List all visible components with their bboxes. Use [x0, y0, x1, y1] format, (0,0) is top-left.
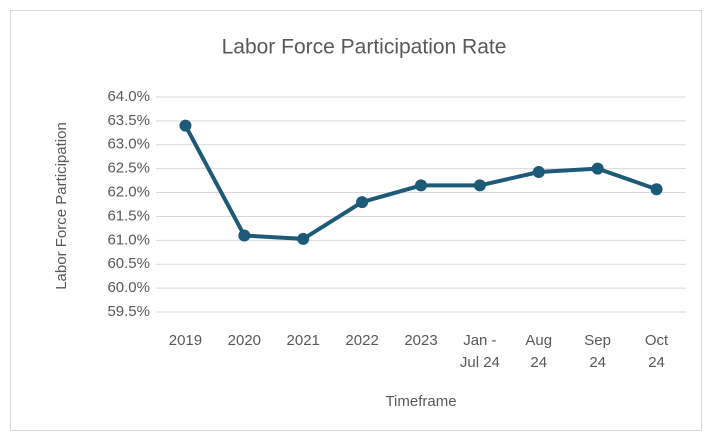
y-axis-title: Labor Force Participation — [53, 122, 70, 290]
x-tick-label: 2021 — [286, 332, 320, 349]
x-tick-label: 2023 — [404, 332, 438, 349]
y-tick-label: 64.0% — [107, 88, 150, 105]
y-tick-label: 60.5% — [107, 255, 150, 272]
data-point — [591, 162, 604, 175]
y-tick-label: 63.0% — [107, 136, 150, 153]
data-point — [297, 232, 310, 245]
data-point — [650, 183, 663, 196]
x-tick-label: 2022 — [345, 332, 379, 349]
y-tick-label: 62.5% — [107, 160, 150, 177]
y-tick-label: 61.5% — [107, 207, 150, 224]
x-tick-label: 2020 — [227, 332, 262, 349]
data-point — [415, 179, 427, 192]
x-tick-label: 2019 — [168, 332, 203, 349]
x-tick-label: Sep 24 — [584, 332, 611, 371]
data-point — [356, 196, 369, 209]
y-tick-label: 62.0% — [107, 184, 150, 201]
data-point — [179, 119, 192, 132]
data-point — [238, 229, 251, 242]
chart-title: Labor Force Participation Rate — [222, 36, 507, 59]
y-tick-label: 61.0% — [107, 231, 150, 248]
x-axis-title: Timeframe — [385, 393, 456, 410]
data-point — [473, 179, 486, 192]
x-tick-label: Oct 24 — [644, 332, 669, 371]
x-tick-label: Aug 24 — [525, 332, 553, 371]
y-tick-label: 59.5% — [107, 303, 150, 320]
y-tick-label: 63.5% — [107, 112, 150, 129]
data-point — [532, 166, 545, 179]
y-tick-label: 60.0% — [107, 279, 150, 296]
x-tick-label: Jan - Jul 24 — [459, 332, 500, 371]
chart-border — [10, 10, 702, 431]
